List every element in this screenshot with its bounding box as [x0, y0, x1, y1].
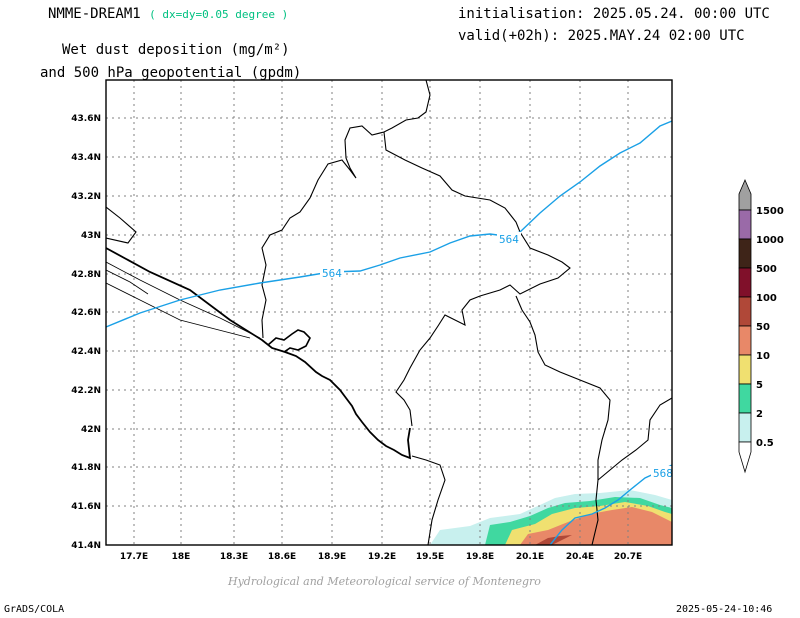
border-albania-coast	[411, 455, 446, 545]
x-tick: 20.4E	[566, 552, 594, 562]
y-tick: 41.6N	[71, 502, 101, 512]
institution-credit: Hydrological and Meteorological service …	[228, 575, 541, 588]
y-tick: 42.4N	[71, 347, 101, 357]
coastline	[106, 247, 412, 460]
contour-label-564-west: 564	[322, 267, 342, 280]
colorbar-label: 50	[756, 322, 770, 333]
y-tick: 41.8N	[71, 463, 101, 473]
colorbar-swatch	[738, 267, 752, 298]
y-tick: 42.2N	[71, 386, 101, 396]
y-tick: 42.8N	[71, 270, 101, 280]
border-kosovo-albania	[515, 295, 611, 545]
model-resolution: ( dx=dy=0.05 degree )	[149, 8, 289, 21]
valid-time: valid(+02h): 2025.MAY.24 02:00 UTC	[458, 28, 745, 44]
border-montenegro-north	[261, 80, 431, 339]
colorbar: 1500 1000 500 100 50 10 5 2 0.5	[738, 178, 784, 474]
software-label: GrADS/COLA	[4, 604, 65, 615]
y-tick: 43N	[81, 231, 101, 241]
render-timestamp: 2025-05-24-10:46	[676, 604, 773, 615]
colorbar-label: 1000	[756, 235, 784, 246]
init-time: initialisation: 2025.05.24. 00:00 UTC	[458, 6, 770, 22]
colorbar-swatch	[738, 325, 752, 356]
x-tick: 19.5E	[416, 552, 444, 562]
colorbar-top-arrow	[738, 178, 752, 211]
contour-label-568: 568	[653, 467, 673, 480]
colorbar-swatch	[738, 209, 752, 240]
border-serbia-montenegro	[383, 131, 571, 427]
colorbar-swatch	[738, 383, 752, 414]
map-frame	[105, 79, 673, 546]
y-tick: 43.6N	[71, 114, 101, 124]
x-tick: 18.9E	[318, 552, 346, 562]
croatia-coast	[106, 261, 261, 339]
contour-label-564-east: 564	[499, 233, 519, 246]
map-area: 564 564 568	[106, 80, 673, 545]
colorbar-bottom-arrow	[738, 441, 752, 474]
map-title-line2: and 500 hPa geopotential (gpdm)	[40, 65, 302, 81]
x-tick: 17.7E	[120, 552, 148, 562]
y-tick: 42N	[81, 425, 101, 435]
x-tick: 19.2E	[368, 552, 396, 562]
bay-of-kotor	[267, 329, 311, 353]
colorbar-swatch	[738, 296, 752, 327]
model-title: NMME-DREAM1 ( dx=dy=0.05 degree )	[48, 6, 288, 22]
map-title-line1: Wet dust deposition (mg/m²)	[62, 42, 290, 58]
country-borders	[106, 80, 672, 545]
colorbar-label: 1500	[756, 206, 784, 217]
y-axis: 43.6N 43.4N 43.2N 43N 42.8N 42.6N 42.4N …	[71, 114, 101, 551]
x-tick: 20.1E	[516, 552, 544, 562]
x-tick: 18.3E	[220, 552, 248, 562]
y-tick: 43.2N	[71, 192, 101, 202]
y-tick: 41.4N	[71, 541, 101, 551]
model-name: NMME-DREAM1	[48, 6, 141, 22]
border-albania-macedonia	[597, 397, 672, 481]
colorbar-label: 100	[756, 293, 777, 304]
colorbar-label: 2	[756, 409, 763, 420]
x-tick: 18.6E	[268, 552, 296, 562]
graticule	[106, 80, 672, 545]
colorbar-swatch	[738, 238, 752, 269]
colorbar-label: 10	[756, 351, 770, 362]
x-tick: 18E	[172, 552, 191, 562]
colorbar-label: 0.5	[756, 438, 774, 449]
colorbar-label: 500	[756, 264, 777, 275]
y-tick: 43.4N	[71, 153, 101, 163]
colorbar-swatch	[738, 412, 752, 443]
contour-564	[106, 120, 672, 328]
border-bosnia-montenegro	[106, 206, 137, 244]
colorbar-swatch	[738, 354, 752, 385]
x-tick: 20.7E	[614, 552, 642, 562]
y-tick: 42.6N	[71, 308, 101, 318]
x-axis: 17.7E 18E 18.3E 18.6E 18.9E 19.2E 19.5E …	[120, 552, 642, 562]
x-tick: 19.8E	[466, 552, 494, 562]
colorbar-label: 5	[756, 380, 763, 391]
